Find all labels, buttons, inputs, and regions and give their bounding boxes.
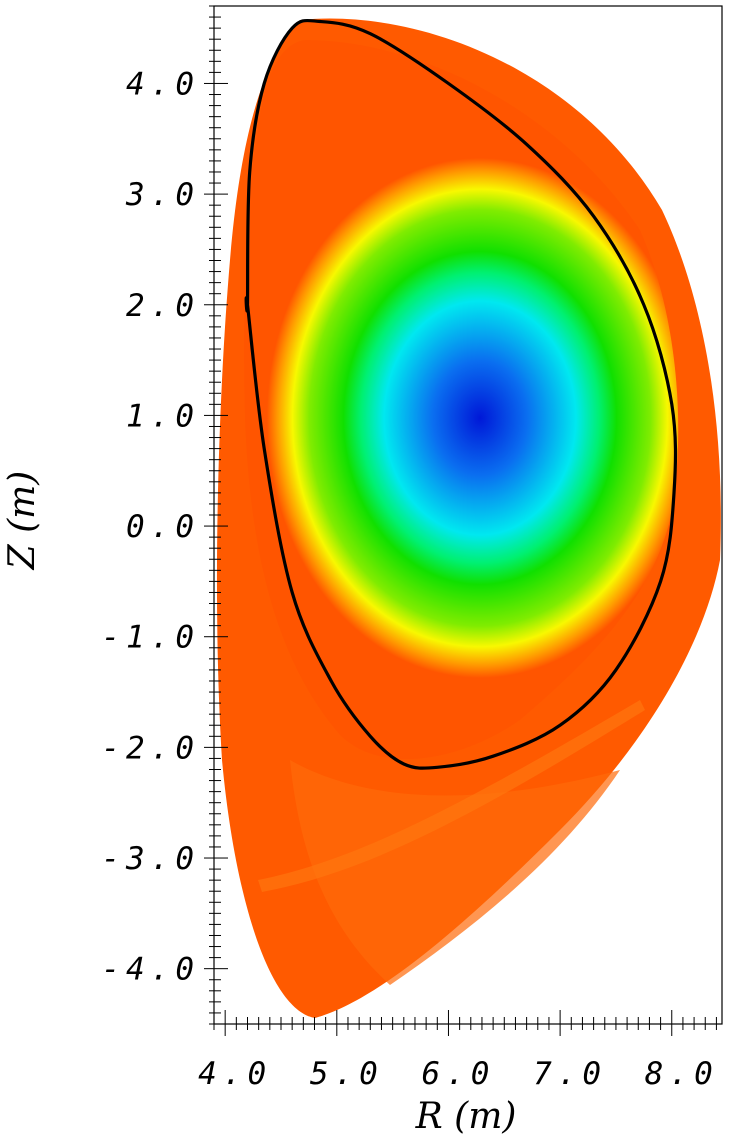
plasma-core <box>244 40 679 760</box>
y-tick-label: 3.0 <box>125 177 200 213</box>
y-tick-label: 0.0 <box>126 509 200 545</box>
y-axis-label: Z (m) <box>2 471 43 571</box>
x-axis-ticks <box>213 1010 717 1036</box>
y-tick-label: -1.0 <box>101 620 200 656</box>
domain-lower-lobe <box>290 760 620 985</box>
x-axis-label: R (m) <box>415 1096 517 1137</box>
y-tick-label: -3.0 <box>101 841 200 877</box>
y-tick-label: 4.0 <box>126 66 200 102</box>
y-tick-label: 2.0 <box>126 288 200 324</box>
y-tick-labels: 4.0 3.0 2.0 1.0 0.0 -1.0 -2.0 -3.0 -4.0 <box>101 66 200 988</box>
x-tick-label: 7.0 <box>533 1056 607 1092</box>
y-tick-label: -4.0 <box>101 952 200 988</box>
y-tick-label: 1.0 <box>126 398 200 434</box>
x-tick-label: 5.0 <box>310 1056 384 1092</box>
x-tick-label: 6.0 <box>421 1056 495 1092</box>
x-tick-labels: 4.0 5.0 6.0 7.0 8.0 <box>198 1056 719 1092</box>
y-tick-label: -2.0 <box>101 730 200 766</box>
y-axis-ticks <box>204 5 228 1025</box>
x-tick-label: 8.0 <box>645 1056 719 1092</box>
x-tick-label: 4.0 <box>198 1056 272 1092</box>
separatrix-line <box>244 18 678 770</box>
domain-crossing-streak <box>258 700 645 892</box>
